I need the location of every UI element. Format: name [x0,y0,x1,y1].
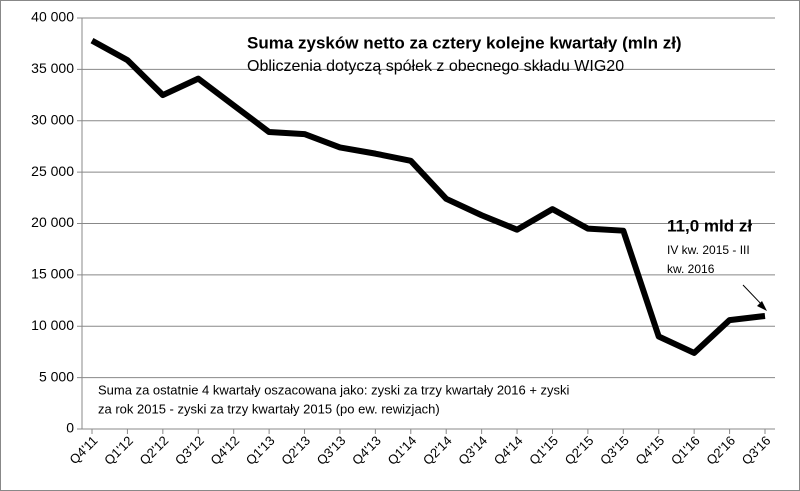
note: za rok 2015 - zyski za trzy kwartały 201… [98,401,440,416]
y-tick-label: 0 [66,420,74,436]
annotation-arrowhead [757,301,767,311]
annotation-text: kw. 2016 [667,262,715,276]
y-tick-label: 30 000 [31,111,74,127]
y-tick-label: 20 000 [31,214,74,230]
annotation-text: IV kw. 2015 - III [667,243,750,257]
note: Suma za ostatnie 4 kwartały oszacowana j… [98,382,570,397]
y-tick-label: 25 000 [31,163,74,179]
data-line [90,37,766,356]
chart-subtitle: Obliczenia dotyczą spółek z obecnego skł… [247,58,624,75]
y-tick-label: 40 000 [31,9,74,25]
y-tick-label: 5 000 [39,368,74,384]
y-tick-label: 15 000 [31,266,74,282]
y-tick-label: 35 000 [31,60,74,76]
y-tick-label: 10 000 [31,317,74,333]
chart-title: Suma zysków netto za cztery kolejne kwar… [247,33,682,52]
annotation-value: 11,0 mld zł [667,216,752,235]
